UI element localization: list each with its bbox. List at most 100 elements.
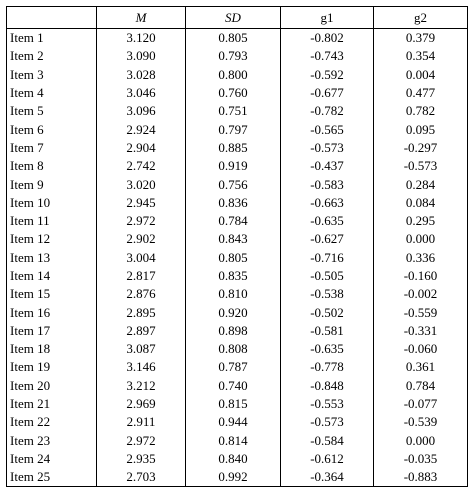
item-label: Item 13 — [6, 248, 97, 267]
g1-cell: -0.364 — [280, 468, 374, 488]
sd-cell: 0.885 — [185, 138, 281, 158]
mean-cell: 3.090 — [96, 47, 186, 66]
sd-cell: 0.835 — [185, 266, 281, 286]
sd-cell: 0.784 — [185, 211, 281, 231]
g1-cell: -0.502 — [280, 303, 374, 322]
item-label: Item 18 — [6, 340, 97, 359]
g1-cell: -0.565 — [280, 120, 374, 139]
g1-cell: -0.635 — [280, 211, 374, 231]
mean-cell: 2.703 — [96, 468, 186, 488]
table-row: Item 6 2.924 0.797 -0.565 0.095 — [6, 120, 468, 139]
table-header: M SD g1 g2 — [6, 6, 468, 29]
table-row: Item 8 2.742 0.919 -0.437 -0.573 — [6, 157, 468, 176]
item-label: Item 25 — [6, 468, 97, 488]
g2-cell: -0.883 — [373, 468, 468, 488]
sd-cell: 0.797 — [185, 120, 281, 139]
table-row: Item 9 3.020 0.756 -0.583 0.284 — [6, 175, 468, 194]
g1-cell: -0.505 — [280, 266, 374, 286]
g2-cell: -0.035 — [373, 449, 468, 469]
mean-cell: 2.945 — [96, 193, 186, 212]
table-row: Item 12 2.902 0.843 -0.627 0.000 — [6, 230, 468, 249]
table-row: Item 14 2.817 0.835 -0.505 -0.160 — [6, 266, 468, 286]
sd-cell: 0.760 — [185, 83, 281, 103]
mean-cell: 3.020 — [96, 175, 186, 194]
item-label: Item 21 — [6, 394, 97, 414]
g1-cell: -0.782 — [280, 102, 374, 121]
table-row: Item 18 3.087 0.808 -0.635 -0.060 — [6, 340, 468, 359]
g1-cell: -0.584 — [280, 431, 374, 450]
sd-cell: 0.919 — [185, 157, 281, 176]
item-label: Item 19 — [6, 358, 97, 377]
mean-cell: 2.911 — [96, 413, 186, 432]
item-label: Item 7 — [6, 138, 97, 158]
item-label: Item 22 — [6, 413, 97, 432]
g2-cell: -0.331 — [373, 321, 468, 341]
g2-cell: -0.559 — [373, 303, 468, 322]
header-sd: SD — [185, 6, 281, 29]
item-label: Item 24 — [6, 449, 97, 469]
g1-cell: -0.627 — [280, 230, 374, 249]
g2-cell: 0.284 — [373, 175, 468, 194]
g2-cell: 0.784 — [373, 376, 468, 395]
table-row: Item 1 3.120 0.805 -0.802 0.379 — [6, 28, 468, 48]
header-row: M SD g1 g2 — [6, 6, 468, 29]
descriptive-stats-table-container: M SD g1 g2 Item 1 3.120 0.805 -0.802 0.379 It… — [6, 6, 468, 488]
mean-cell: 2.904 — [96, 138, 186, 158]
mean-cell: 3.146 — [96, 358, 186, 377]
g1-cell: -0.538 — [280, 285, 374, 304]
table-row: Item 24 2.935 0.840 -0.612 -0.035 — [6, 449, 468, 469]
item-label: Item 14 — [6, 266, 97, 286]
table-row: Item 3 3.028 0.800 -0.592 0.004 — [6, 65, 468, 84]
table-row: Item 13 3.004 0.805 -0.716 0.336 — [6, 248, 468, 267]
g1-cell: -0.573 — [280, 138, 374, 158]
sd-cell: 0.751 — [185, 102, 281, 121]
mean-cell: 3.046 — [96, 83, 186, 103]
table-row: Item 20 3.212 0.740 -0.848 0.784 — [6, 376, 468, 395]
g2-cell: 0.095 — [373, 120, 468, 139]
g2-cell: -0.077 — [373, 394, 468, 414]
mean-cell: 3.212 — [96, 376, 186, 395]
sd-cell: 0.787 — [185, 358, 281, 377]
g1-cell: -0.553 — [280, 394, 374, 414]
table-row: Item 19 3.146 0.787 -0.778 0.361 — [6, 358, 468, 377]
g2-cell: -0.573 — [373, 157, 468, 176]
sd-cell: 0.992 — [185, 468, 281, 488]
g2-cell: 0.354 — [373, 47, 468, 66]
sd-cell: 0.805 — [185, 248, 281, 267]
item-label: Item 3 — [6, 65, 97, 84]
g2-cell: 0.336 — [373, 248, 468, 267]
item-label: Item 1 — [6, 28, 97, 48]
mean-cell: 2.972 — [96, 431, 186, 450]
sd-cell: 0.800 — [185, 65, 281, 84]
sd-cell: 0.793 — [185, 47, 281, 66]
sd-cell: 0.836 — [185, 193, 281, 212]
item-label: Item 20 — [6, 376, 97, 395]
sd-cell: 0.814 — [185, 431, 281, 450]
item-label: Item 12 — [6, 230, 97, 249]
table-row: Item 11 2.972 0.784 -0.635 0.295 — [6, 211, 468, 231]
item-label: Item 2 — [6, 47, 97, 66]
table-row: Item 15 2.876 0.810 -0.538 -0.002 — [6, 285, 468, 304]
mean-cell: 2.902 — [96, 230, 186, 249]
mean-cell: 3.120 — [96, 28, 186, 48]
mean-cell: 2.935 — [96, 449, 186, 469]
g2-cell: -0.297 — [373, 138, 468, 158]
table-row: Item 17 2.897 0.898 -0.581 -0.331 — [6, 321, 468, 341]
header-g1: g1 — [280, 6, 374, 29]
mean-cell: 2.817 — [96, 266, 186, 286]
g1-cell: -0.581 — [280, 321, 374, 341]
g1-cell: -0.592 — [280, 65, 374, 84]
sd-cell: 0.843 — [185, 230, 281, 249]
mean-cell: 2.897 — [96, 321, 186, 341]
g2-cell: 0.004 — [373, 65, 468, 84]
header-g2: g2 — [373, 6, 468, 29]
item-label: Item 23 — [6, 431, 97, 450]
item-label: Item 15 — [6, 285, 97, 304]
g2-cell: 0.361 — [373, 358, 468, 377]
mean-cell: 2.742 — [96, 157, 186, 176]
item-label: Item 17 — [6, 321, 97, 341]
mean-cell: 2.924 — [96, 120, 186, 139]
descriptive-stats-table: M SD g1 g2 Item 1 3.120 0.805 -0.802 0.379 It… — [6, 6, 468, 488]
mean-cell: 3.096 — [96, 102, 186, 121]
mean-cell: 2.876 — [96, 285, 186, 304]
